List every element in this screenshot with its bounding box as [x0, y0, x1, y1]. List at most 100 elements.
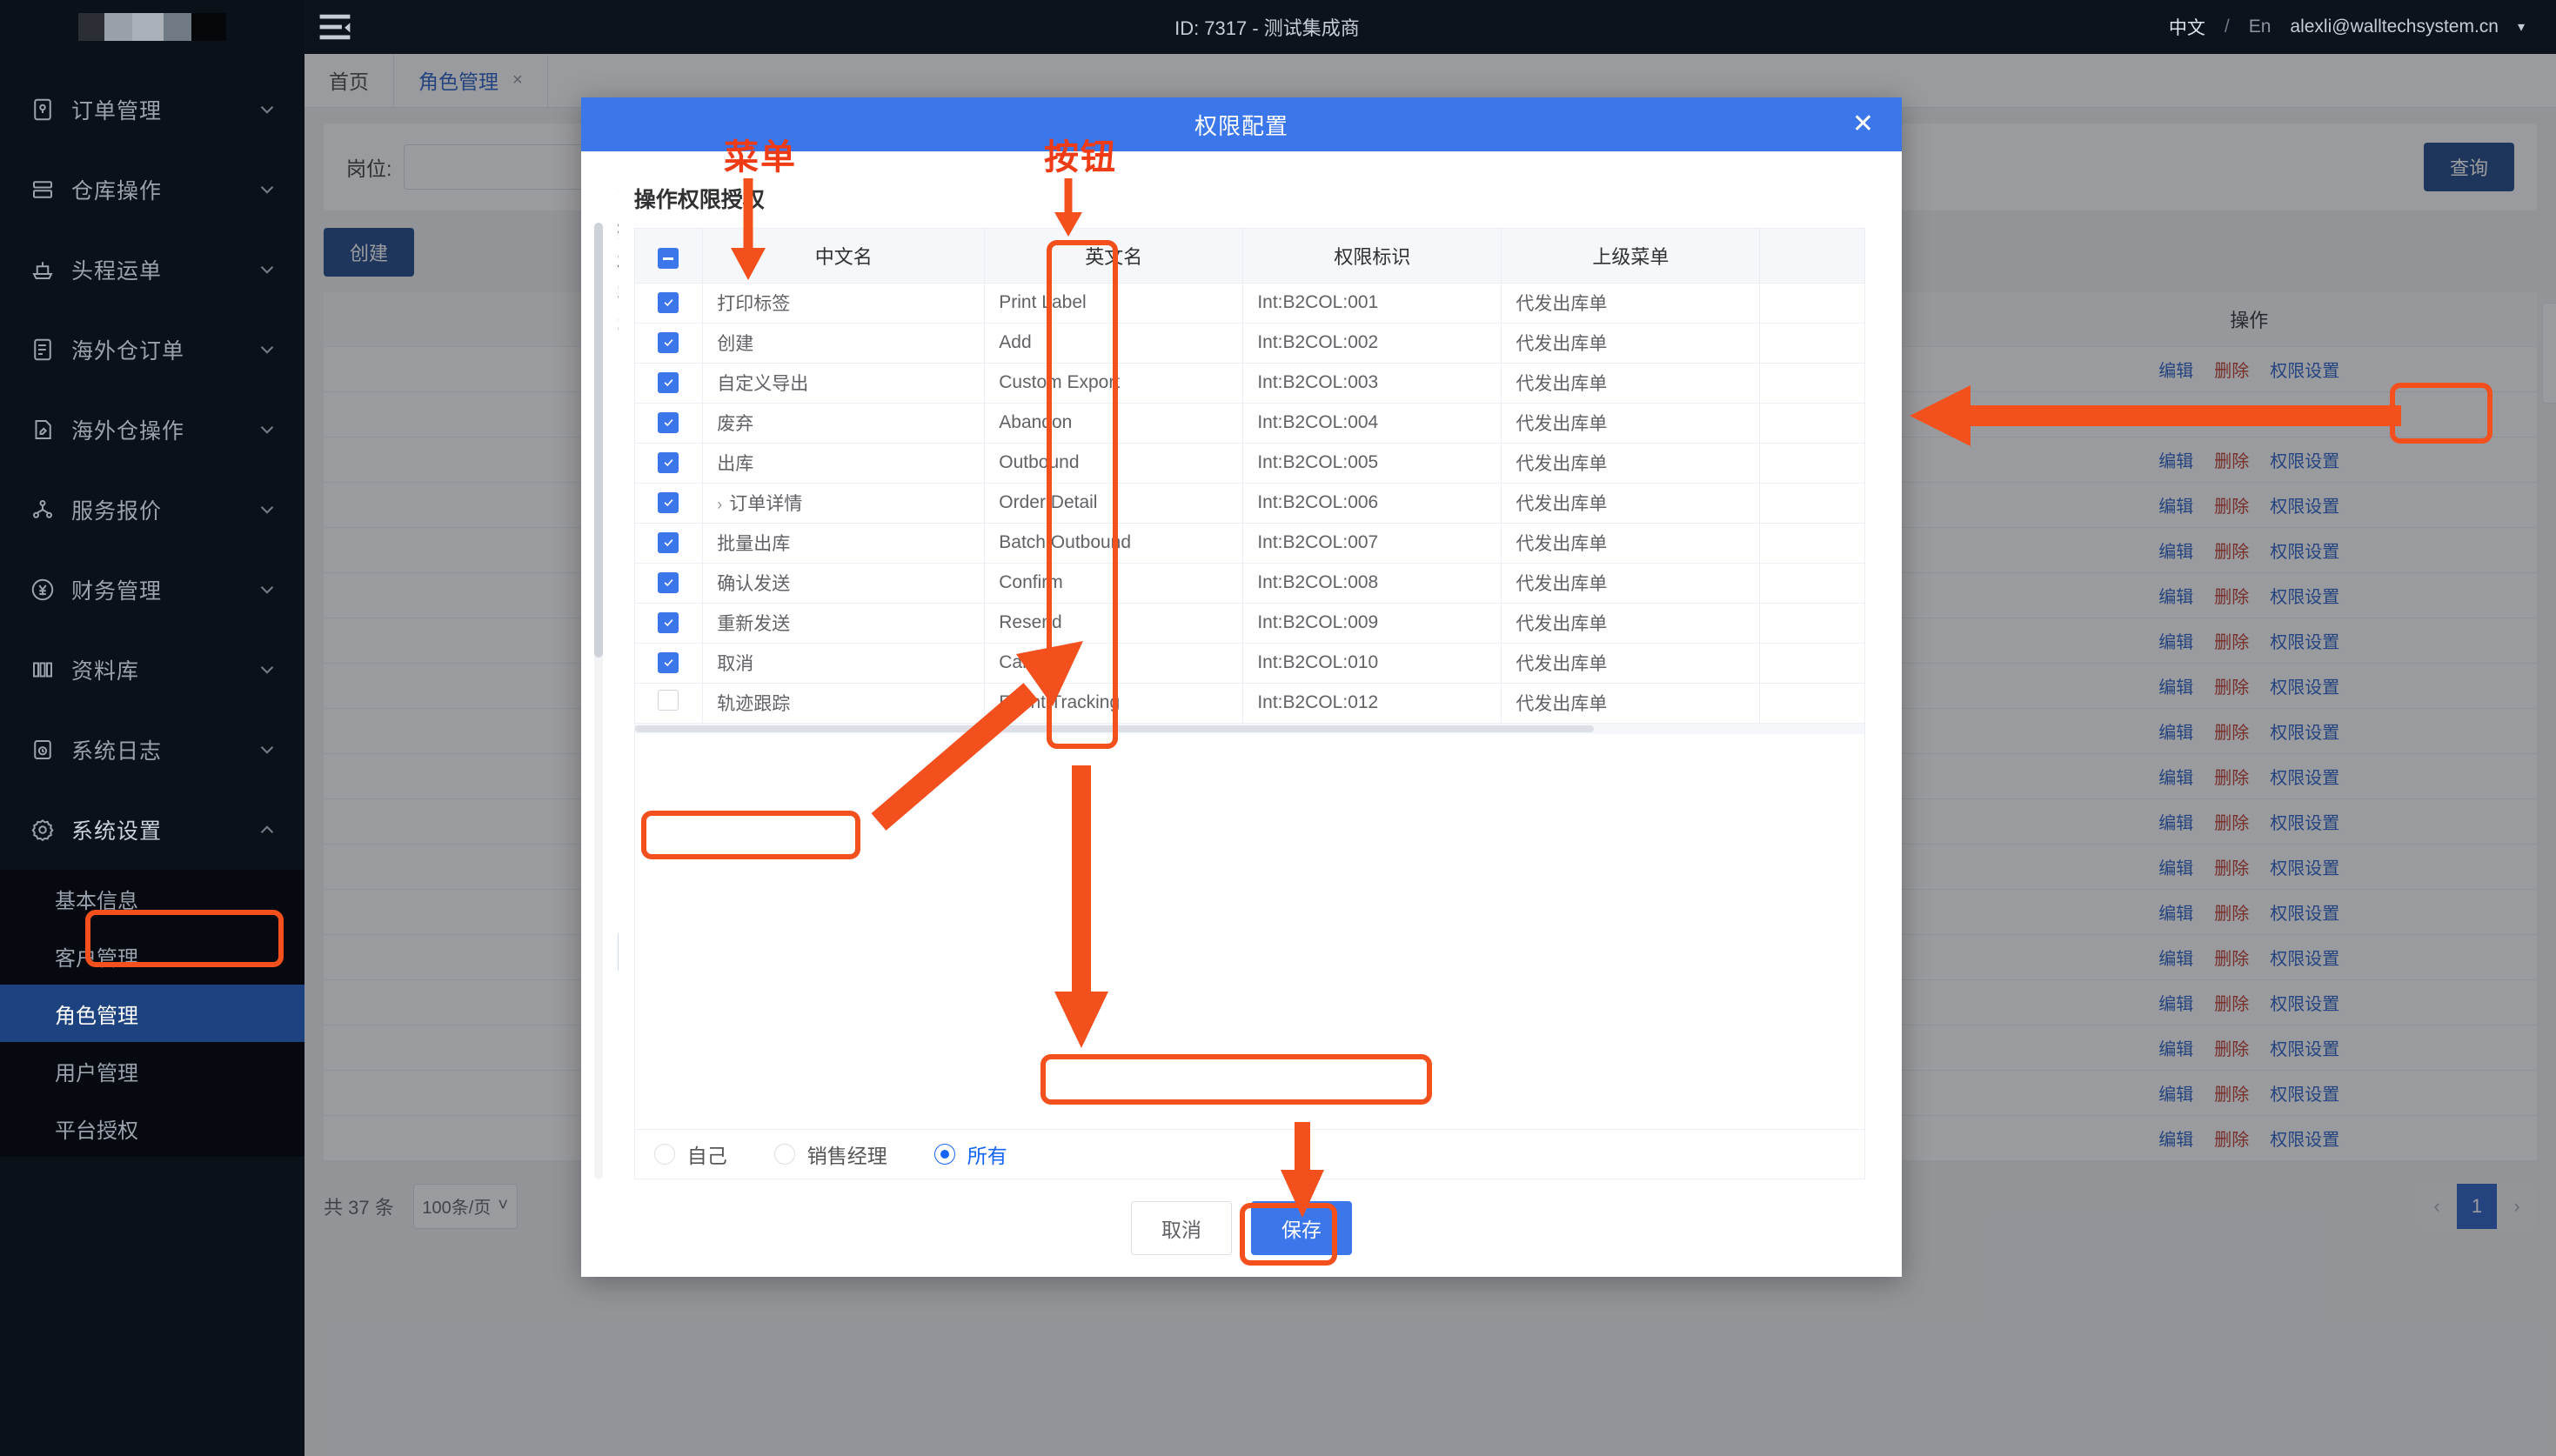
- tree-node[interactable]: 小包订单: [618, 532, 619, 569]
- close-icon[interactable]: ×: [512, 70, 523, 90]
- sidebar-subitem-role-management[interactable]: 角色管理: [0, 985, 304, 1042]
- permission-checkbox[interactable]: [658, 291, 679, 313]
- sidebar-subitem-platform-authorization[interactable]: 平台授权: [0, 1099, 304, 1157]
- permission-settings-link[interactable]: 权限设置: [2270, 1039, 2340, 1059]
- sidebar-item-first-leg-waybill[interactable]: 头程运单: [0, 230, 304, 310]
- edit-link[interactable]: 编辑: [2158, 497, 2194, 517]
- permission-settings-link[interactable]: 权限设置: [2270, 1130, 2340, 1150]
- sidebar-item-finance-management[interactable]: 财务管理: [0, 550, 304, 630]
- sidebar-subitem-user-management[interactable]: 用户管理: [0, 1042, 304, 1099]
- edit-link[interactable]: 编辑: [2158, 542, 2194, 562]
- tree-node[interactable]: 快递: [618, 861, 619, 898]
- edit-link[interactable]: 编辑: [2158, 904, 2194, 924]
- tree-node[interactable]: 海外仓订单: [618, 898, 619, 934]
- delete-link[interactable]: 删除: [2214, 632, 2250, 652]
- tree-scrollbar-thumb[interactable]: [593, 223, 603, 658]
- delete-link[interactable]: 删除: [2214, 678, 2250, 698]
- sidebar-item-system-settings[interactable]: 系统设置: [0, 790, 304, 870]
- permission-checkbox[interactable]: [658, 411, 679, 433]
- delete-link[interactable]: 删除: [2214, 768, 2250, 788]
- tree-node[interactable]: 首页: [618, 350, 619, 386]
- permission-settings-link[interactable]: 权限设置: [2270, 587, 2340, 607]
- edit-link[interactable]: 编辑: [2158, 678, 2194, 698]
- permission-checkbox[interactable]: [658, 451, 679, 473]
- tree-node[interactable]: 空运: [618, 825, 619, 861]
- delete-link[interactable]: 删除: [2214, 858, 2250, 878]
- edit-link[interactable]: 编辑: [2158, 587, 2194, 607]
- permission-checkbox[interactable]: [658, 611, 679, 633]
- scope-option-sales-manager[interactable]: 销售经理: [773, 1139, 887, 1169]
- save-button[interactable]: 保存: [1251, 1200, 1352, 1255]
- permission-settings-link[interactable]: 权限设置: [2270, 949, 2340, 969]
- permission-checkbox[interactable]: [658, 690, 679, 711]
- permission-checkbox[interactable]: [658, 371, 679, 393]
- permission-settings-link[interactable]: 权限设置: [2270, 361, 2340, 381]
- lang-en-button[interactable]: En: [2248, 17, 2272, 37]
- edit-link[interactable]: 编辑: [2158, 813, 2194, 833]
- delete-link[interactable]: 删除: [2214, 451, 2250, 471]
- query-button[interactable]: 查询: [2423, 143, 2514, 191]
- edit-link[interactable]: 编辑: [2158, 858, 2194, 878]
- delete-link[interactable]: 删除: [2214, 904, 2250, 924]
- prev-page-button[interactable]: ‹: [2417, 1183, 2457, 1229]
- permission-settings-link[interactable]: 权限设置: [2270, 813, 2340, 833]
- tree-node[interactable]: 海外仓操作: [618, 1044, 619, 1080]
- permission-settings-link[interactable]: 权限设置: [2270, 451, 2340, 471]
- tree-node[interactable]: 海外仓退件: [618, 971, 619, 1007]
- delete-link[interactable]: 删除: [2214, 994, 2250, 1014]
- permission-checkbox[interactable]: [658, 491, 679, 513]
- edit-link[interactable]: 编辑: [2158, 994, 2194, 1014]
- user-email-menu[interactable]: alexli@walltechsystem.cn: [2290, 17, 2499, 37]
- delete-link[interactable]: 删除: [2214, 1085, 2250, 1105]
- sidebar-item-order-management[interactable]: 订单管理: [0, 70, 304, 150]
- sidebar-item-service-quotation[interactable]: 服务报价: [0, 470, 304, 550]
- edit-link[interactable]: 编辑: [2158, 723, 2194, 743]
- sidebar-item-overseas-warehouse-order[interactable]: 海外仓订单: [0, 310, 304, 390]
- chevron-right-icon[interactable]: ›: [717, 496, 723, 514]
- chevron-down-icon[interactable]: ▾: [2517, 20, 2525, 35]
- permission-checkbox[interactable]: [658, 531, 679, 553]
- permission-settings-link[interactable]: 权限设置: [2270, 904, 2340, 924]
- permission-settings-link[interactable]: 权限设置: [2270, 994, 2340, 1014]
- tree-node[interactable]: 出库扫描: [618, 678, 619, 715]
- tree-node[interactable]: 运价查询: [618, 459, 619, 496]
- permission-settings-link[interactable]: 权限设置: [2270, 632, 2340, 652]
- permission-checkbox[interactable]: [658, 571, 679, 593]
- permission-checkbox[interactable]: [658, 331, 679, 353]
- lang-zh-button[interactable]: 中文: [2168, 18, 2205, 38]
- tree-node[interactable]: 异常入库单（EC）: [618, 1117, 619, 1153]
- cancel-button[interactable]: 取消: [1131, 1200, 1232, 1255]
- tree-node[interactable]: 仓库操作: [618, 605, 619, 642]
- tree-node[interactable]: 海运: [618, 751, 619, 788]
- delete-link[interactable]: 删除: [2214, 542, 2250, 562]
- edit-link[interactable]: 编辑: [2158, 632, 2194, 652]
- delete-link[interactable]: 删除: [2214, 813, 2250, 833]
- delete-link[interactable]: 删除: [2214, 949, 2250, 969]
- delete-link[interactable]: 删除: [2214, 723, 2250, 743]
- sidebar-item-warehouse-operation[interactable]: 仓库操作: [0, 150, 304, 230]
- permission-settings-link[interactable]: 权限设置: [2270, 858, 2340, 878]
- sidebar-item-system-log[interactable]: 系统日志: [0, 710, 304, 790]
- page-size-select[interactable]: 100条/页 ˅: [412, 1183, 518, 1229]
- tree-node[interactable]: 入库单: [618, 1080, 619, 1117]
- next-page-button[interactable]: ›: [2497, 1183, 2537, 1229]
- permission-horizontal-scrollbar[interactable]: [634, 723, 1864, 734]
- tree-node[interactable]: 头程运单: [618, 715, 619, 751]
- delete-link[interactable]: 删除: [2214, 497, 2250, 517]
- close-icon[interactable]: ✕: [1851, 110, 1874, 139]
- tab-home[interactable]: 首页: [304, 53, 393, 107]
- delete-link[interactable]: 删除: [2214, 1130, 2250, 1150]
- tab-role-management[interactable]: 角色管理 ×: [393, 53, 548, 107]
- tree-node[interactable]: 平台订单: [618, 569, 619, 605]
- select-all-checkbox[interactable]: [658, 248, 679, 270]
- permission-settings-link[interactable]: 权限设置: [2270, 497, 2340, 517]
- permission-settings-link[interactable]: 权限设置: [2270, 678, 2340, 698]
- permission-settings-link[interactable]: 权限设置: [2270, 768, 2340, 788]
- tree-node[interactable]: 首页: [618, 386, 619, 423]
- tree-node[interactable]: 入库扫描: [618, 642, 619, 678]
- sidebar-item-overseas-warehouse-operation[interactable]: 海外仓操作: [0, 390, 304, 470]
- delete-link[interactable]: 删除: [2214, 1039, 2250, 1059]
- sidebar-item-library[interactable]: 资料库: [0, 630, 304, 710]
- delete-link[interactable]: 删除: [2214, 587, 2250, 607]
- tree-node[interactable]: 代发出库单: [618, 934, 619, 972]
